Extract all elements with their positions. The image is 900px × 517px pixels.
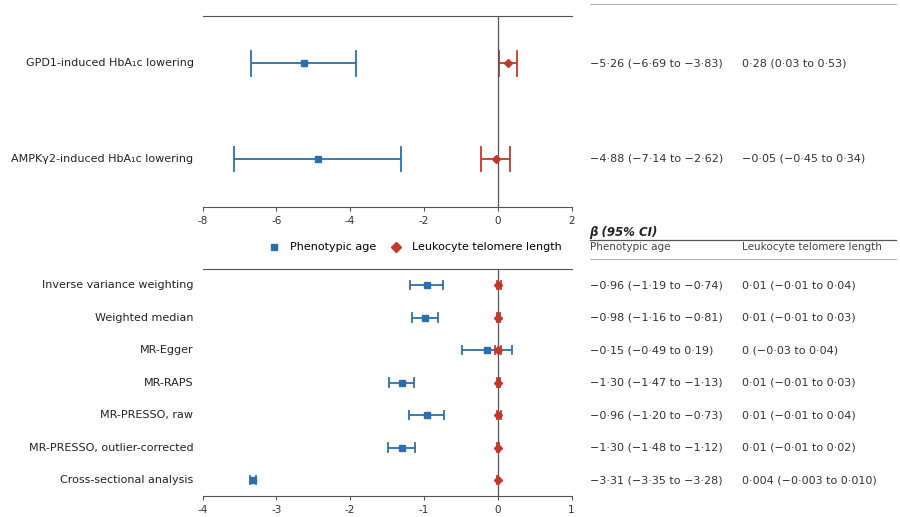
Text: MR-PRESSO, raw: MR-PRESSO, raw xyxy=(101,410,194,420)
Text: Cross-sectional analysis: Cross-sectional analysis xyxy=(60,475,194,485)
Text: GPD1-induced HbA₁c lowering: GPD1-induced HbA₁c lowering xyxy=(25,58,194,68)
Text: Inverse variance weighting: Inverse variance weighting xyxy=(42,280,194,290)
Text: −5·26 (−6·69 to −3·83): −5·26 (−6·69 to −3·83) xyxy=(590,58,722,68)
Text: 0·01 (−0·01 to 0·02): 0·01 (−0·01 to 0·02) xyxy=(742,443,856,452)
Text: MR-PRESSO, outlier-corrected: MR-PRESSO, outlier-corrected xyxy=(29,443,194,452)
Text: Leukocyte telomere length: Leukocyte telomere length xyxy=(742,242,882,252)
Text: Phenotypic age: Phenotypic age xyxy=(590,242,670,252)
Text: 0·01 (−0·01 to 0·03): 0·01 (−0·01 to 0·03) xyxy=(742,377,856,388)
Text: β (95% CI): β (95% CI) xyxy=(590,226,658,239)
Text: −4·88 (−7·14 to −2·62): −4·88 (−7·14 to −2·62) xyxy=(590,154,723,164)
Text: 0·28 (0·03 to 0·53): 0·28 (0·03 to 0·53) xyxy=(742,58,847,68)
Text: −1·30 (−1·47 to −1·13): −1·30 (−1·47 to −1·13) xyxy=(590,377,722,388)
Text: −1·30 (−1·48 to −1·12): −1·30 (−1·48 to −1·12) xyxy=(590,443,722,452)
Legend: Phenotypic age, Leukocyte telomere length: Phenotypic age, Leukocyte telomere lengt… xyxy=(259,238,566,257)
Text: 0 (−0·03 to 0·04): 0 (−0·03 to 0·04) xyxy=(742,345,839,355)
Text: −3·31 (−3·35 to −3·28): −3·31 (−3·35 to −3·28) xyxy=(590,475,722,485)
Text: MR-Egger: MR-Egger xyxy=(140,345,194,355)
Text: 0·01 (−0·01 to 0·04): 0·01 (−0·01 to 0·04) xyxy=(742,410,856,420)
Text: 0·004 (−0·003 to 0·010): 0·004 (−0·003 to 0·010) xyxy=(742,475,878,485)
Text: 0·01 (−0·01 to 0·03): 0·01 (−0·01 to 0·03) xyxy=(742,313,856,323)
Text: −0·05 (−0·45 to 0·34): −0·05 (−0·45 to 0·34) xyxy=(742,154,866,164)
Text: Weighted median: Weighted median xyxy=(95,313,194,323)
Text: MR-RAPS: MR-RAPS xyxy=(144,377,194,388)
Text: AMPKγ2-induced HbA₁c lowering: AMPKγ2-induced HbA₁c lowering xyxy=(12,154,193,164)
Text: −0·15 (−0·49 to 0·19): −0·15 (−0·49 to 0·19) xyxy=(590,345,713,355)
Text: −0·96 (−1·19 to −0·74): −0·96 (−1·19 to −0·74) xyxy=(590,280,723,290)
Text: 0·01 (−0·01 to 0·04): 0·01 (−0·01 to 0·04) xyxy=(742,280,856,290)
Text: −0·98 (−1·16 to −0·81): −0·98 (−1·16 to −0·81) xyxy=(590,313,722,323)
Text: −0·96 (−1·20 to −0·73): −0·96 (−1·20 to −0·73) xyxy=(590,410,722,420)
